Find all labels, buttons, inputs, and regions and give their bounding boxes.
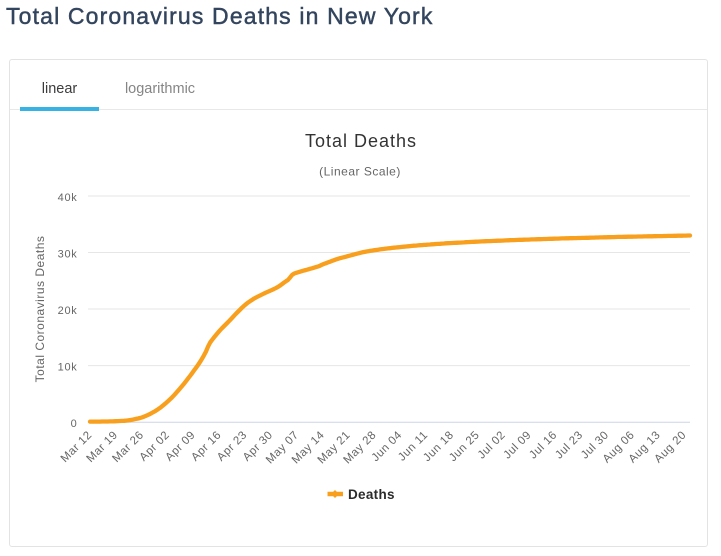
svg-text:0: 0 xyxy=(71,418,78,430)
svg-text:Jul 16: Jul 16 xyxy=(527,429,559,461)
svg-text:Total Coronavirus Deaths: Total Coronavirus Deaths xyxy=(33,236,47,383)
svg-text:Jul 02: Jul 02 xyxy=(476,429,508,461)
svg-text:40k: 40k xyxy=(58,192,78,204)
svg-text:Total Deaths: Total Deaths xyxy=(305,131,417,151)
svg-text:Jul 09: Jul 09 xyxy=(502,429,534,461)
svg-text:Deaths: Deaths xyxy=(348,487,395,502)
svg-text:20k: 20k xyxy=(58,305,78,317)
svg-text:(Linear Scale): (Linear Scale) xyxy=(319,165,401,179)
svg-text:30k: 30k xyxy=(58,249,78,261)
svg-text:10k: 10k xyxy=(58,362,78,374)
svg-text:Jul 23: Jul 23 xyxy=(553,429,585,461)
